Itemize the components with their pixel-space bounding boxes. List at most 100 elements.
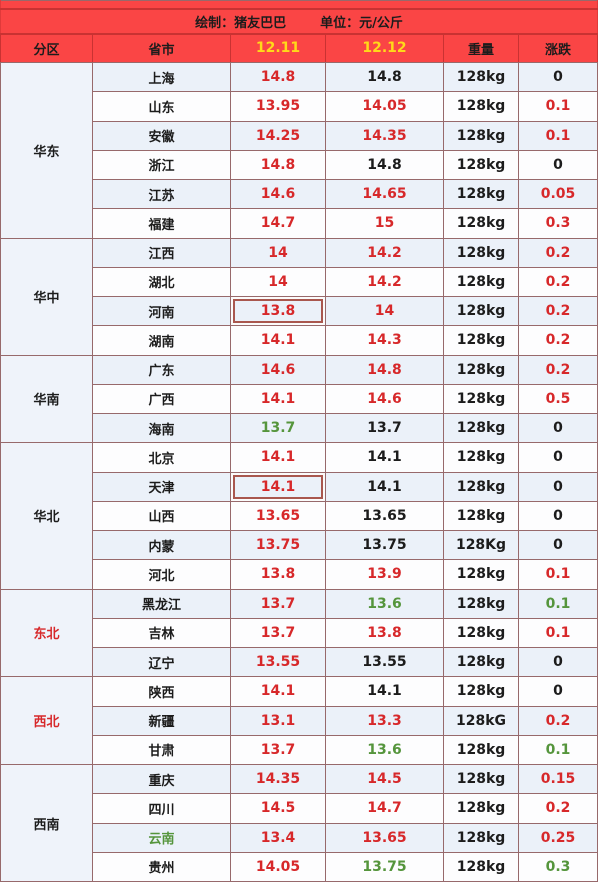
price-1212-cell: 13.75	[325, 851, 444, 883]
weight-cell: 128kg	[443, 734, 519, 766]
price-1211-cell: 14.1	[230, 383, 326, 415]
price-1212-cell: 14.8	[325, 354, 444, 385]
table-row: 浙江 14.8 14.8 128kg 0	[1, 149, 599, 181]
price-1212-cell: 13.65	[325, 500, 444, 532]
weight-cell: 128kg	[443, 588, 519, 619]
change-cell: 0	[517, 676, 599, 707]
column-header-row: 分区 省市 12.11 12.12 重量 涨跌	[0, 33, 599, 63]
change-cell: 0	[517, 412, 599, 444]
change-cell: 0.05	[517, 178, 599, 210]
change-cell: 0.5	[517, 383, 599, 415]
province-cell: 湖南	[92, 325, 231, 356]
col-header-province: 省市	[92, 33, 231, 63]
weight-cell: 128kg	[443, 91, 519, 122]
table-row: 贵州 14.05 13.75 128kg 0.3	[1, 851, 599, 883]
price-1212-cell: 14.35	[325, 120, 444, 151]
province-cell: 云南	[92, 822, 231, 853]
price-1211-cell: 14.25	[230, 120, 326, 151]
province-cell: 重庆	[92, 763, 231, 795]
change-cell: 0	[517, 646, 599, 678]
price-1212-cell: 13.6	[325, 734, 444, 766]
province-cell: 江西	[92, 237, 231, 268]
region-cell: 华东	[0, 62, 93, 239]
price-1211-cell: 13.7	[230, 617, 326, 649]
price-1212-cell: 13.9	[325, 559, 444, 590]
province-cell: 内蒙	[92, 529, 231, 561]
price-1212-cell: 13.75	[325, 529, 444, 561]
price-1212-cell: 14.2	[325, 237, 444, 268]
change-cell: 0.2	[517, 354, 599, 385]
weight-cell: 128Kg	[443, 529, 519, 561]
credit-label: 绘制：猪友巴巴	[195, 15, 287, 31]
col-header-date-1212: 12.12	[325, 33, 444, 63]
top-strip-row	[0, 0, 599, 10]
unit-label: 单位：元/公斤	[320, 15, 403, 31]
table-row: 新疆 13.1 13.3 128kG 0.2	[1, 705, 599, 736]
weight-cell: 128kg	[443, 325, 519, 356]
price-1212-cell: 14.05	[325, 91, 444, 122]
table-row: 广西 14.1 14.6 128kg 0.5	[1, 383, 599, 415]
price-1212-cell: 14.6	[325, 383, 444, 415]
province-cell: 贵州	[92, 851, 231, 883]
province-cell: 甘肃	[92, 734, 231, 766]
change-cell: 0	[517, 471, 599, 502]
province-cell: 新疆	[92, 705, 231, 736]
table-row: 云南 13.4 13.65 128kg 0.25	[1, 822, 599, 853]
change-cell: 0.1	[517, 91, 599, 122]
price-1211-cell: 14.8	[230, 61, 326, 93]
price-1211-cell: 13.65	[230, 500, 326, 532]
change-cell: 0.3	[517, 208, 599, 239]
price-1211-cell: 14	[230, 237, 326, 268]
change-cell: 0	[517, 149, 599, 181]
price-1212-cell: 14	[325, 295, 444, 327]
province-cell: 江苏	[92, 178, 231, 210]
province-cell: 河北	[92, 559, 231, 590]
province-cell: 黑龙江	[92, 588, 231, 619]
weight-cell: 128kg	[443, 178, 519, 210]
weight-cell: 128kg	[443, 617, 519, 649]
region-cell: 华北	[0, 442, 93, 590]
price-1211-cell: 14.8	[230, 149, 326, 181]
weight-cell: 128kg	[443, 237, 519, 268]
price-1212-cell: 14.2	[325, 266, 444, 298]
change-cell: 0.1	[517, 734, 599, 766]
price-1211-cell: 14.1	[230, 471, 326, 502]
weight-cell: 128kg	[443, 851, 519, 883]
top-strip	[0, 0, 599, 10]
region-cell: 华南	[0, 354, 93, 444]
province-cell: 陕西	[92, 676, 231, 707]
change-cell: 0.1	[517, 617, 599, 649]
change-cell: 0.1	[517, 559, 599, 590]
price-1211-cell: 14	[230, 266, 326, 298]
change-cell: 0.2	[517, 705, 599, 736]
price-1211-cell: 13.7	[230, 412, 326, 444]
province-cell: 北京	[92, 442, 231, 473]
table-row: 华北 北京 14.1 14.1 128kg 0	[0, 442, 599, 590]
price-1211-cell: 13.7	[230, 588, 326, 619]
price-1211-cell: 13.4	[230, 822, 326, 853]
price-1211-cell: 14.35	[230, 763, 326, 795]
price-1211-cell: 13.75	[230, 529, 326, 561]
change-cell: 0.1	[517, 588, 599, 619]
table-row: 福建 14.7 15 128kg 0.3	[1, 208, 599, 239]
price-1211-cell: 14.05	[230, 851, 326, 883]
province-cell: 四川	[92, 793, 231, 824]
table-row: 海南 13.7 13.7 128kg 0	[1, 412, 599, 444]
weight-cell: 128kg	[443, 61, 519, 93]
price-1211-cell: 14.5	[230, 793, 326, 824]
col-header-change: 涨跌	[517, 33, 599, 63]
province-cell: 辽宁	[92, 646, 231, 678]
change-cell: 0.1	[517, 120, 599, 151]
weight-cell: 128kg	[443, 354, 519, 385]
change-cell: 0.2	[517, 295, 599, 327]
table-row: 西南 重庆 14.35 14.5 128kg 0.15	[0, 763, 599, 882]
price-1211-cell: 13.8	[230, 559, 326, 590]
table-body: 华东 上海 14.8 14.8 128kg 0 山东 13.95 14.05 128kg 0.1 安徽…	[0, 61, 599, 883]
province-cell: 山西	[92, 500, 231, 532]
price-1212-cell: 13.8	[325, 617, 444, 649]
price-1212-cell: 13.55	[325, 646, 444, 678]
price-1212-cell: 14.65	[325, 178, 444, 210]
weight-cell: 128kg	[443, 383, 519, 415]
price-1212-cell: 14.8	[325, 149, 444, 181]
